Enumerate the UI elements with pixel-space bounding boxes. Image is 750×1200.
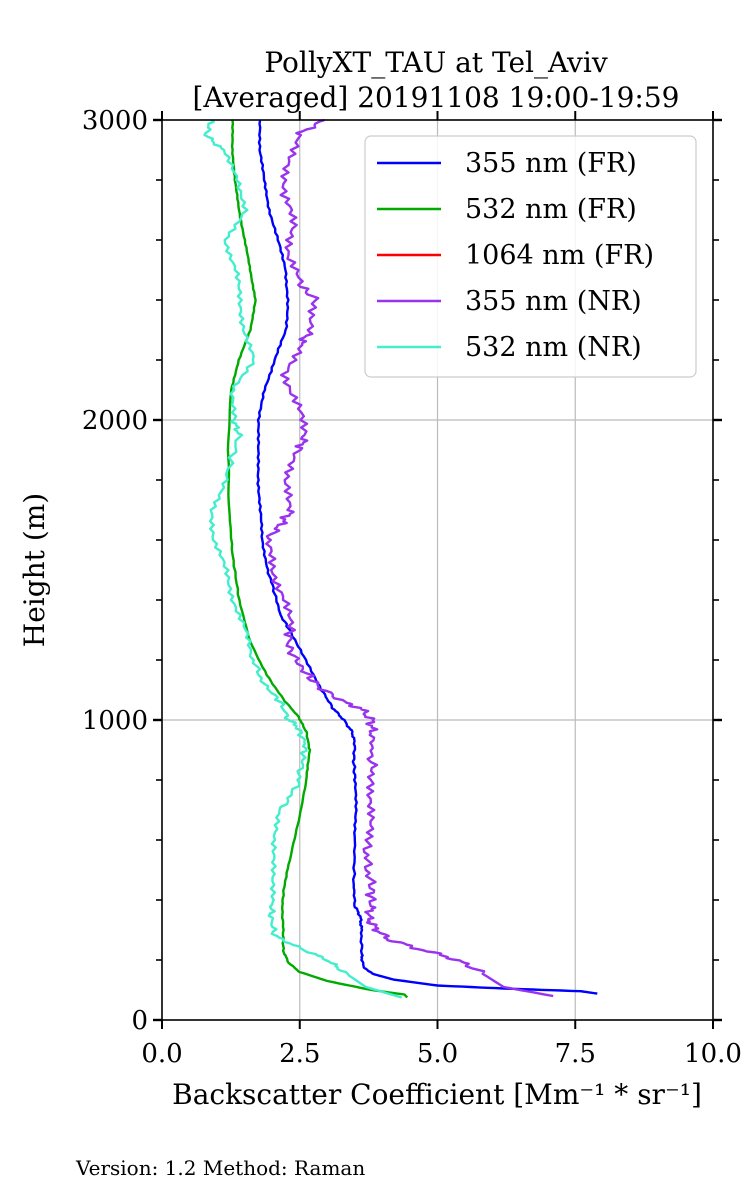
- series-line-3: [265, 118, 554, 998]
- x-tick-label: 7.5: [555, 1039, 596, 1069]
- series-line-1: [226, 119, 409, 999]
- series-lines: [203, 118, 598, 999]
- y-tick-label: 1000: [82, 706, 148, 736]
- legend-entry: 355 nm (NR): [465, 286, 642, 317]
- y-axis-label: Height (m): [18, 493, 51, 647]
- legend-box: [364, 135, 697, 378]
- axis-ticks: 0.0 2.5 5.0 7.5 10.0 0 1000 2000 3000: [82, 106, 742, 1069]
- x-tick-label: 2.5: [279, 1039, 320, 1069]
- x-tick-label: 10.0: [684, 1039, 742, 1069]
- y-tick-label: 2000: [82, 406, 148, 436]
- legend-entry: 532 nm (FR): [465, 194, 637, 225]
- footer-version-method: Version: 1.2 Method: Raman: [75, 1156, 365, 1180]
- legend: 355 nm (FR) 532 nm (FR) 1064 nm (FR) 355 nm…: [364, 135, 697, 378]
- x-tick-label: 0.0: [141, 1039, 182, 1069]
- y-tick-label: 0: [131, 1006, 148, 1036]
- y-tick-label: 3000: [82, 106, 148, 136]
- chart-title-line2: [Averaged] 20191108 19:00-19:59: [193, 81, 680, 114]
- legend-entry: 532 nm (NR): [465, 332, 642, 363]
- series-line-4: [203, 119, 403, 999]
- x-axis-label: Backscatter Coefficient [Mm⁻¹ * sr⁻¹]: [172, 1078, 702, 1111]
- chart-title-line1: PollyXT_TAU at Tel_Aviv: [264, 46, 607, 79]
- legend-entry: 355 nm (FR): [465, 148, 637, 179]
- x-tick-label: 5.0: [417, 1039, 458, 1069]
- legend-entry: 1064 nm (FR): [465, 240, 654, 271]
